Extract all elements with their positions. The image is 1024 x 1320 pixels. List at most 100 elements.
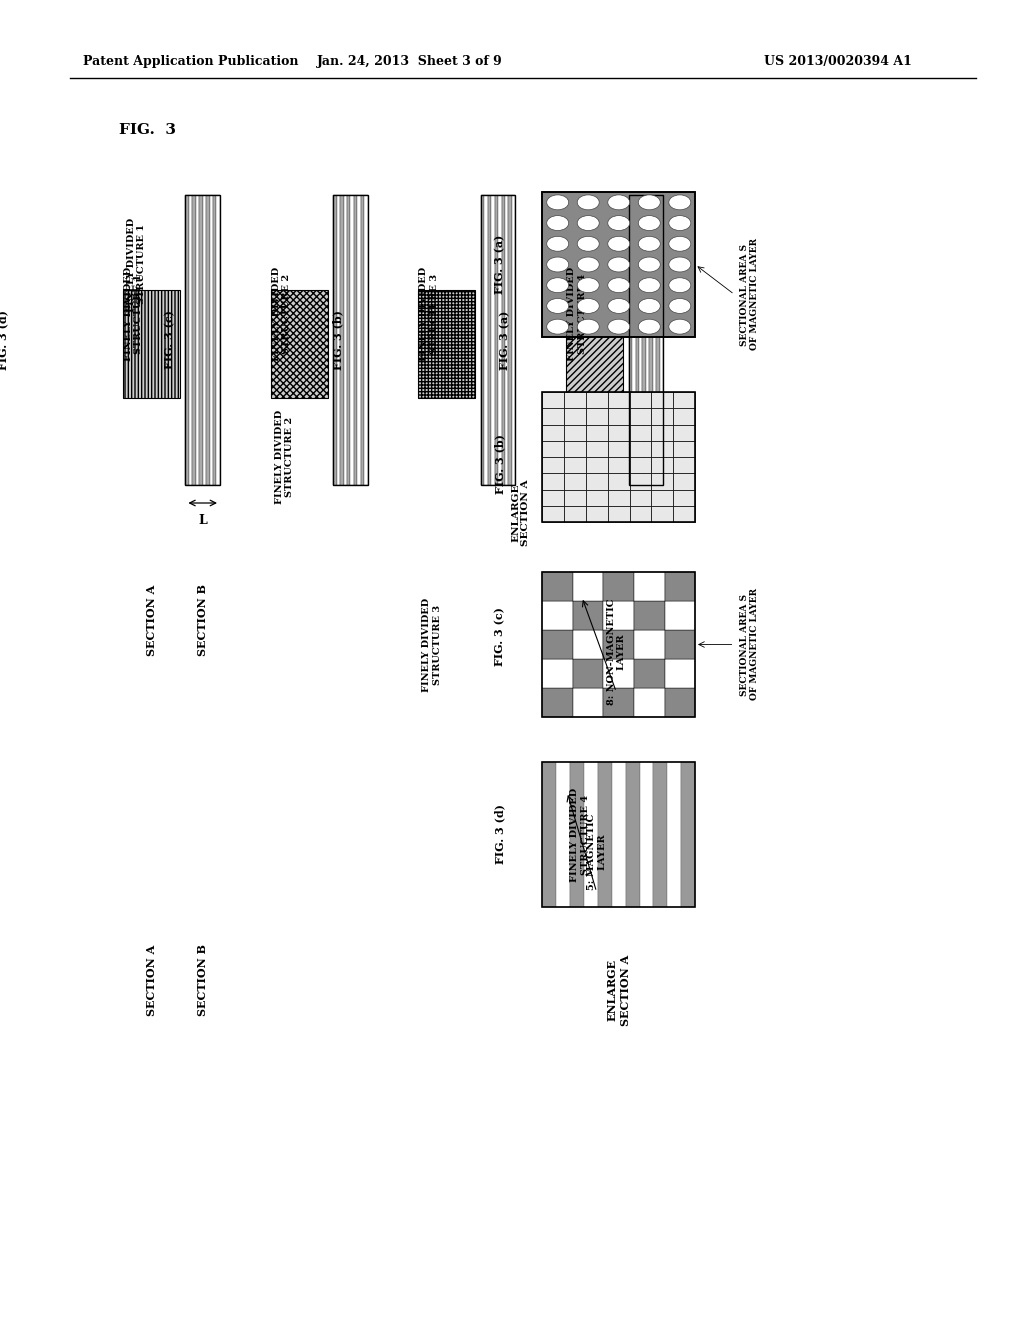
- Bar: [564, 392, 586, 408]
- Text: FIG. 3 (a): FIG. 3 (a): [500, 310, 511, 370]
- Ellipse shape: [638, 215, 660, 231]
- Bar: [665, 659, 695, 688]
- Bar: [608, 408, 630, 425]
- Bar: [586, 441, 608, 457]
- Bar: [543, 191, 695, 337]
- Text: Patent Application Publication: Patent Application Publication: [83, 55, 298, 69]
- Ellipse shape: [578, 277, 599, 293]
- Bar: [646, 195, 649, 484]
- Bar: [481, 195, 515, 484]
- Bar: [570, 762, 584, 907]
- Bar: [608, 490, 630, 506]
- Bar: [206, 195, 210, 484]
- Bar: [630, 506, 651, 521]
- Bar: [634, 688, 665, 717]
- Ellipse shape: [578, 236, 599, 251]
- Text: FIG. 3 (d): FIG. 3 (d): [495, 805, 506, 865]
- Text: FIG.  3: FIG. 3: [119, 123, 176, 137]
- Bar: [608, 441, 630, 457]
- Bar: [543, 630, 573, 659]
- Ellipse shape: [608, 236, 630, 251]
- Ellipse shape: [608, 215, 630, 231]
- Bar: [543, 392, 564, 408]
- Bar: [634, 630, 665, 659]
- Bar: [543, 688, 573, 717]
- Bar: [543, 392, 695, 521]
- Bar: [673, 425, 695, 441]
- Bar: [665, 630, 695, 659]
- Text: L: L: [199, 515, 207, 528]
- Bar: [564, 490, 586, 506]
- Ellipse shape: [638, 319, 660, 334]
- Bar: [673, 490, 695, 506]
- Ellipse shape: [669, 319, 691, 334]
- Bar: [564, 441, 586, 457]
- Bar: [573, 601, 603, 630]
- Bar: [639, 195, 642, 484]
- Bar: [123, 290, 180, 399]
- Bar: [673, 408, 695, 425]
- Ellipse shape: [547, 257, 568, 272]
- Bar: [673, 441, 695, 457]
- Bar: [495, 195, 498, 484]
- Bar: [586, 392, 608, 408]
- Bar: [357, 195, 360, 484]
- Bar: [216, 195, 220, 484]
- Ellipse shape: [669, 195, 691, 210]
- Bar: [543, 572, 695, 717]
- Bar: [333, 195, 337, 484]
- Bar: [586, 474, 608, 490]
- Bar: [651, 408, 673, 425]
- Ellipse shape: [578, 298, 599, 313]
- Bar: [586, 506, 608, 521]
- Bar: [584, 762, 598, 907]
- Bar: [598, 762, 611, 907]
- Ellipse shape: [669, 257, 691, 272]
- Bar: [481, 195, 484, 484]
- Bar: [608, 474, 630, 490]
- Ellipse shape: [547, 319, 568, 334]
- Bar: [640, 762, 653, 907]
- Bar: [543, 191, 695, 337]
- Bar: [354, 195, 357, 484]
- Bar: [213, 195, 216, 484]
- Bar: [543, 408, 564, 425]
- Bar: [502, 195, 505, 484]
- Bar: [543, 392, 695, 521]
- Bar: [603, 630, 634, 659]
- Ellipse shape: [608, 298, 630, 313]
- Bar: [630, 490, 651, 506]
- Ellipse shape: [638, 236, 660, 251]
- Text: 8: NON-MAGNETIC
LAYER: 8: NON-MAGNETIC LAYER: [606, 599, 626, 705]
- Text: ENLARGE
SECTION A: ENLARGE SECTION A: [511, 480, 530, 546]
- Text: FIG. 3 (b): FIG. 3 (b): [332, 310, 343, 370]
- Bar: [630, 392, 651, 408]
- Ellipse shape: [669, 298, 691, 313]
- Bar: [603, 659, 634, 688]
- Bar: [543, 572, 573, 601]
- Bar: [564, 408, 586, 425]
- Bar: [498, 195, 502, 484]
- Ellipse shape: [638, 195, 660, 210]
- Text: FINELY DIVIDED
STRUCTURE 2: FINELY DIVIDED STRUCTURE 2: [271, 267, 291, 362]
- Bar: [681, 762, 695, 907]
- Text: FIG. 3 (a): FIG. 3 (a): [495, 235, 506, 294]
- Bar: [673, 392, 695, 408]
- Bar: [343, 195, 347, 484]
- Text: Jan. 24, 2013  Sheet 3 of 9: Jan. 24, 2013 Sheet 3 of 9: [316, 55, 503, 69]
- Text: SECTION B: SECTION B: [198, 944, 208, 1016]
- Bar: [651, 474, 673, 490]
- Bar: [564, 425, 586, 441]
- Bar: [185, 195, 220, 484]
- Text: FINELY DIVIDED
STRUCTURE 2: FINELY DIVIDED STRUCTURE 2: [274, 411, 294, 504]
- Bar: [573, 688, 603, 717]
- Text: FINELY DIVIDED
STRUCTURE 4: FINELY DIVIDED STRUCTURE 4: [567, 267, 587, 362]
- Text: US 2013/0020394 A1: US 2013/0020394 A1: [764, 55, 912, 69]
- Text: FIG. 3 (b): FIG. 3 (b): [495, 434, 506, 495]
- Bar: [573, 659, 603, 688]
- Bar: [659, 195, 664, 484]
- Bar: [629, 195, 632, 484]
- Bar: [512, 195, 515, 484]
- Bar: [636, 195, 639, 484]
- Ellipse shape: [547, 298, 568, 313]
